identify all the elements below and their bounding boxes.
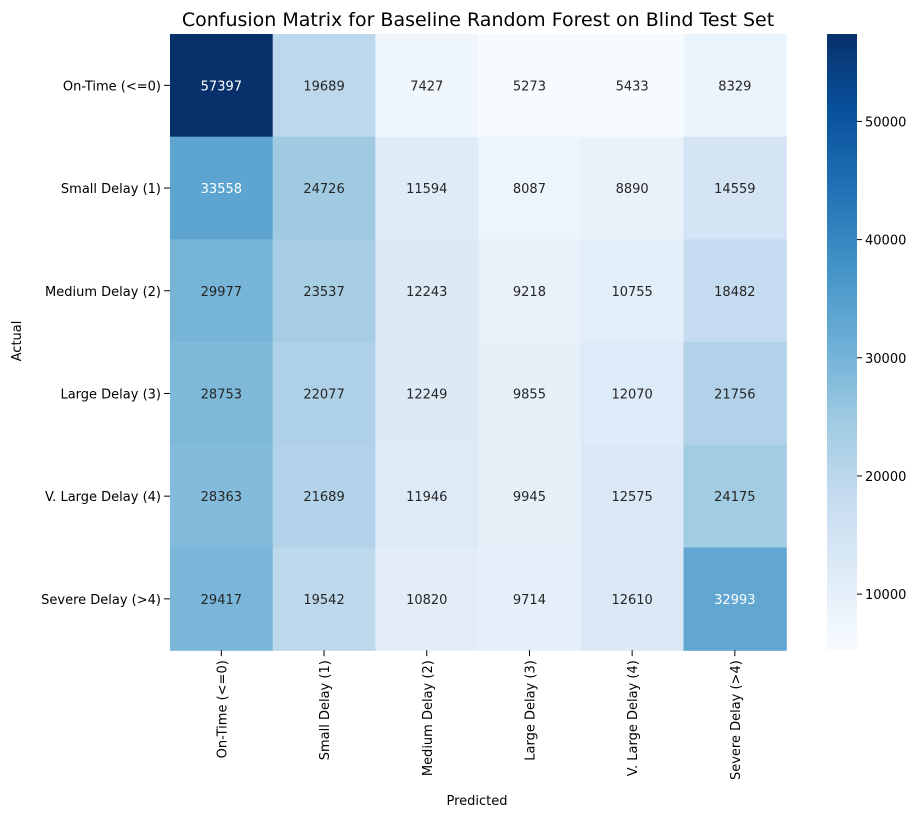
colorbar-tick-label: 30000: [865, 352, 906, 367]
cell-value-label: 12249: [406, 387, 447, 402]
heatmap-cell: [580, 444, 685, 549]
cell-value-label: 21756: [714, 387, 755, 402]
y-tick-label: Severe Delay (>4): [41, 593, 161, 608]
heatmap-cell: [580, 547, 685, 651]
colorbar: [827, 34, 857, 650]
heatmap-cell: [272, 136, 376, 240]
colorbar-tick-label: 50000: [865, 115, 906, 130]
heatmap-cell: [580, 136, 685, 240]
y-tick-label: V. Large Delay (4): [45, 490, 161, 505]
x-tick-labels: On-Time (<=0) Small Delay (1) Medium Delay…: [215, 650, 744, 780]
x-tick-label: Small Delay (1): [318, 660, 333, 760]
cell-value-label: 9218: [513, 285, 546, 300]
cell-value-label: 8329: [718, 79, 751, 94]
cell-value-label: 12575: [611, 490, 652, 505]
cell-value-label: 28753: [201, 387, 242, 402]
heatmap-cell: [170, 34, 274, 138]
heatmap-cell: [170, 547, 274, 651]
y-tick-label: Small Delay (1): [61, 182, 161, 197]
y-tick-labels: On-Time (<=0) Small Delay (1) Medium Delay…: [41, 79, 170, 608]
heatmap-cells: 57397 19689 7427 5273 5433 8329 33558 24726 1159…: [170, 34, 787, 651]
cell-value-label: 9714: [513, 593, 546, 608]
heatmap-cell: [478, 547, 582, 651]
x-tick-label: Large Delay (3): [523, 660, 538, 761]
x-tick-label: Severe Delay (>4): [729, 660, 744, 780]
cell-value-label: 8087: [513, 182, 546, 197]
cell-value-label: 33558: [201, 182, 242, 197]
heatmap-cell: [272, 547, 376, 651]
heatmap-cell: [375, 136, 479, 240]
cell-value-label: 12610: [611, 593, 652, 608]
heatmap-cell: [170, 444, 274, 549]
cell-value-label: 5433: [616, 79, 649, 94]
cell-value-label: 14559: [714, 182, 755, 197]
cell-value-label: 7427: [410, 79, 443, 94]
heatmap-cell: [683, 136, 787, 240]
cell-value-label: 18482: [714, 285, 755, 300]
heatmap-cell: [683, 342, 787, 446]
heatmap-cell: [478, 136, 582, 240]
heatmap-cell: [580, 342, 685, 446]
cell-value-label: 9945: [513, 490, 546, 505]
cell-value-label: 19542: [303, 593, 344, 608]
cell-value-label: 12070: [611, 387, 652, 402]
heatmap-cell: [375, 547, 479, 651]
cell-value-label: 10755: [611, 285, 652, 300]
cell-value-label: 22077: [303, 387, 344, 402]
y-axis-label: Actual: [10, 321, 25, 362]
colorbar-tick-label: 40000: [865, 234, 906, 249]
heatmap-cell: [478, 342, 582, 446]
cell-value-label: 24175: [714, 490, 755, 505]
cell-value-label: 12243: [406, 285, 447, 300]
cell-value-label: 11594: [406, 182, 447, 197]
heatmap-cell: [375, 34, 479, 138]
cell-value-label: 8890: [616, 182, 649, 197]
cell-value-label: 10820: [406, 593, 447, 608]
cell-value-label: 29977: [201, 285, 242, 300]
heatmap-cell: [272, 342, 376, 446]
heatmap-cell: [375, 342, 479, 446]
y-tick-label: Large Delay (3): [60, 387, 161, 402]
heatmap-cell: [170, 136, 274, 240]
heatmap-cell: [683, 547, 787, 651]
heatmap-cell: [580, 239, 685, 343]
heatmap-cell: [170, 239, 274, 343]
cell-value-label: 9855: [513, 387, 546, 402]
heatmap-cell: [580, 34, 685, 138]
heatmap-cell: [683, 444, 787, 549]
heatmap-cell: [478, 239, 582, 343]
y-tick-label: On-Time (<=0): [63, 79, 161, 94]
heatmap-cell: [272, 444, 376, 549]
heatmap-cell: [683, 239, 787, 343]
x-tick-label: V. Large Delay (4): [626, 660, 641, 776]
cell-value-label: 29417: [201, 593, 242, 608]
heatmap-cell: [375, 444, 479, 549]
cell-value-label: 24726: [303, 182, 344, 197]
heatmap-cell: [478, 444, 582, 549]
cell-value-label: 21689: [303, 490, 344, 505]
x-axis-label: Predicted: [446, 794, 507, 809]
x-tick-label: On-Time (<=0): [215, 660, 230, 758]
cell-value-label: 5273: [513, 79, 546, 94]
heatmap-cell: [375, 239, 479, 343]
colorbar-ticks: 10000 20000 30000 40000 50000: [857, 115, 906, 603]
cell-value-label: 19689: [303, 79, 344, 94]
heatmap-cell: [683, 34, 787, 138]
cell-value-label: 32993: [714, 593, 755, 608]
x-tick-label: Medium Delay (2): [421, 660, 436, 776]
y-tick-label: Medium Delay (2): [45, 285, 161, 300]
chart-title: Confusion Matrix for Baseline Random For…: [182, 9, 774, 31]
cell-value-label: 23537: [303, 285, 344, 300]
heatmap-cell: [272, 34, 376, 138]
cell-value-label: 28363: [201, 490, 242, 505]
cell-value-label: 57397: [201, 79, 242, 94]
heatmap-cell: [170, 342, 274, 446]
cell-value-label: 11946: [406, 490, 447, 505]
colorbar-tick-label: 20000: [865, 470, 906, 485]
heatmap-cell: [272, 239, 376, 343]
heatmap-cell: [478, 34, 582, 138]
colorbar-tick-label: 10000: [865, 588, 906, 603]
